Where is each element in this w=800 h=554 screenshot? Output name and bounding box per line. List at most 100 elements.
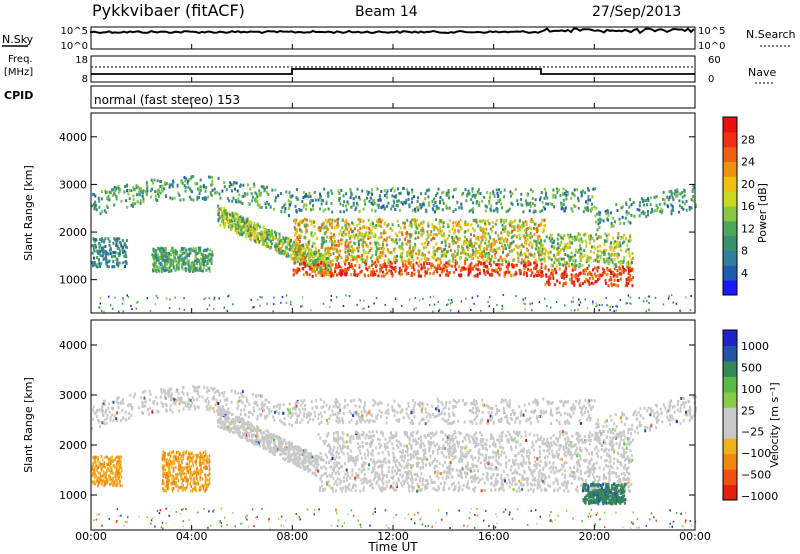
power-cell xyxy=(222,210,225,214)
power-cell xyxy=(625,302,627,305)
power-cell xyxy=(358,222,361,226)
power-cell xyxy=(551,203,554,207)
power-cell xyxy=(375,263,378,267)
velocity-cell xyxy=(283,417,286,421)
power-cell xyxy=(104,254,107,258)
power-cell xyxy=(501,258,504,262)
power-cell xyxy=(239,217,242,221)
power-cell xyxy=(156,189,159,192)
power-cell xyxy=(336,266,339,270)
power-cell xyxy=(342,210,345,214)
power-cell xyxy=(489,236,492,240)
power-cell xyxy=(499,190,502,194)
power-cell xyxy=(675,194,677,198)
power-cell xyxy=(483,235,486,239)
power-cell xyxy=(452,210,455,213)
power-cell xyxy=(596,269,599,273)
power-cell xyxy=(112,254,114,258)
power-cell xyxy=(563,246,566,249)
power-cell xyxy=(104,245,107,248)
power-cell xyxy=(540,252,543,256)
power-cell xyxy=(316,236,319,240)
power-cell xyxy=(173,196,176,200)
velocity-cell xyxy=(579,421,582,425)
power-cell xyxy=(539,258,542,262)
power-cell xyxy=(221,220,224,224)
power-cell xyxy=(290,300,292,303)
power-cell xyxy=(188,178,191,182)
power-cell xyxy=(322,256,325,259)
power-cell xyxy=(293,233,296,237)
power-cell xyxy=(304,256,306,260)
power-cell xyxy=(383,229,386,233)
power-cell xyxy=(132,204,135,208)
power-cell xyxy=(471,296,474,299)
power-cell xyxy=(266,231,269,235)
power-cell xyxy=(471,266,473,270)
power-cell xyxy=(347,266,349,270)
power-cell xyxy=(287,206,290,210)
power-cell xyxy=(242,216,244,220)
power-cell xyxy=(467,222,470,226)
power-cell xyxy=(481,250,484,254)
velocity-cell xyxy=(195,389,198,393)
power-cell xyxy=(629,221,632,225)
power-cell xyxy=(489,227,492,231)
velocity-cell xyxy=(631,427,634,431)
power-cell xyxy=(620,269,623,273)
power-cell xyxy=(314,246,317,250)
power-cell xyxy=(337,262,340,266)
power-cell xyxy=(403,200,406,204)
velocity-cell xyxy=(670,414,673,418)
power-cell xyxy=(411,218,414,222)
power-cell xyxy=(478,203,481,207)
power-cell xyxy=(409,220,412,224)
power-cell xyxy=(280,249,283,253)
power-cell xyxy=(112,193,115,197)
velocity-cell xyxy=(353,398,356,402)
power-cell xyxy=(284,202,287,206)
power-cell xyxy=(485,265,488,268)
power-cell xyxy=(570,309,573,312)
power-cell xyxy=(478,271,481,275)
power-cell xyxy=(540,191,543,194)
velocity-cell xyxy=(201,395,204,399)
power-cell xyxy=(185,261,187,265)
power-cell xyxy=(453,238,456,242)
power-cell xyxy=(261,239,264,243)
power-cell xyxy=(502,239,505,243)
power-cell xyxy=(609,241,612,245)
power-cell xyxy=(407,261,410,265)
power-cell xyxy=(96,256,98,259)
power-cell xyxy=(557,249,560,253)
power-cell xyxy=(409,263,412,267)
power-cell xyxy=(488,273,491,277)
power-cell xyxy=(163,181,166,185)
power-cell xyxy=(571,268,574,272)
power-cell xyxy=(456,237,459,241)
power-cell xyxy=(420,233,423,237)
velocity-cell xyxy=(134,392,137,396)
velocity-cell xyxy=(214,403,217,407)
power-cell xyxy=(232,196,235,200)
power-cell xyxy=(576,234,579,238)
power-cell xyxy=(226,309,229,312)
velocity-cell xyxy=(186,393,189,397)
power-cell xyxy=(230,189,233,193)
power-cell xyxy=(305,207,307,211)
power-cell xyxy=(272,310,274,313)
velocity-cell xyxy=(575,400,578,403)
power-cell xyxy=(249,187,252,191)
velocity-cell xyxy=(472,400,475,404)
power-cell xyxy=(445,204,448,208)
power-cell xyxy=(582,269,585,273)
velocity-cell xyxy=(679,409,682,413)
velocity-cell xyxy=(656,415,659,419)
power-cell xyxy=(388,262,391,266)
power-cell xyxy=(516,225,519,229)
power-cell xyxy=(312,254,315,258)
power-cell xyxy=(122,298,124,301)
power-colorbar-swatch xyxy=(723,280,737,296)
power-cell xyxy=(395,193,398,197)
power-cell xyxy=(413,308,415,311)
